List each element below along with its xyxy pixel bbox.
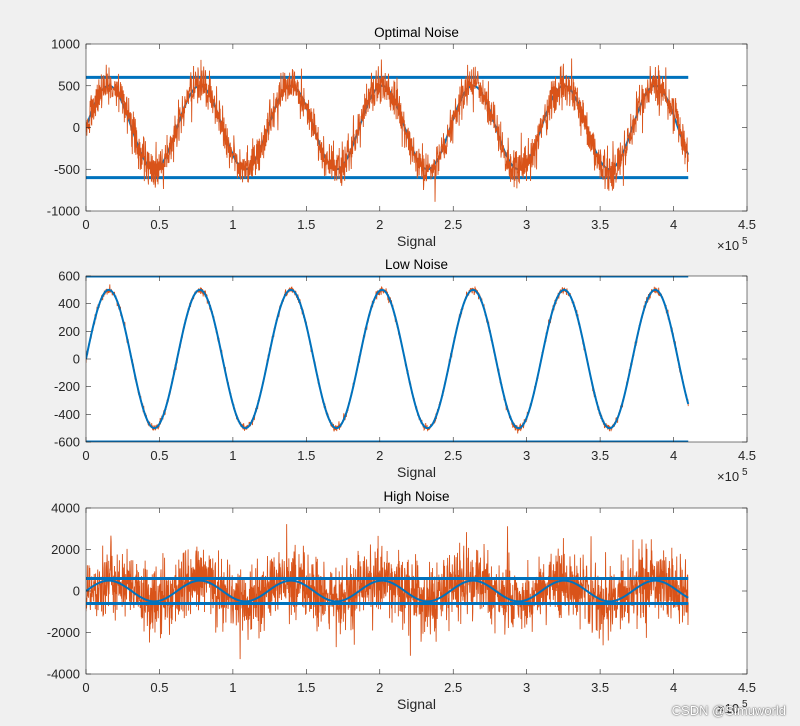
y-tick-label: 0 (73, 352, 80, 367)
x-tick-label: 1.5 (297, 448, 315, 463)
y-tick-label: 1000 (51, 37, 80, 52)
x-tick-label: 0 (82, 680, 89, 695)
x-tick-label: 4.5 (738, 448, 756, 463)
y-tick-label: 0 (73, 584, 80, 599)
y-tick-label: -200 (54, 379, 80, 394)
x-tick-label: 2 (376, 217, 383, 232)
x-exponent-power: 5 (742, 699, 748, 710)
axes-2: 0 0.5 1 1.5 2 2.5 3 3.5 4 4.5 -600 -400 -200 0 200 400 6… (54, 257, 756, 484)
plot-area (86, 276, 747, 442)
x-tick-label: 2 (376, 448, 383, 463)
series-signal (86, 288, 690, 430)
watermark-text: CSDN @Simuworld (671, 703, 786, 718)
x-tick-label: 3 (523, 217, 530, 232)
x-tick-label: 1 (229, 680, 236, 695)
x-exponent-base: ×10 (717, 701, 739, 716)
x-tick-label: 0 (82, 448, 89, 463)
chart-title: High Noise (383, 489, 449, 504)
x-tick-label: 1.5 (297, 680, 315, 695)
y-tick-label: 200 (58, 324, 80, 339)
plot-lines (86, 58, 690, 202)
chart-title: Optimal Noise (374, 25, 459, 40)
x-tick-label: 4 (670, 680, 677, 695)
y-tick-label: 2000 (51, 542, 80, 557)
x-tick-label: 1.5 (297, 217, 315, 232)
plot-lines (86, 524, 689, 660)
x-exponent-power: 5 (742, 236, 748, 247)
chart-title: Low Noise (385, 257, 448, 272)
y-tick-label: -500 (54, 162, 80, 177)
x-axis-label: Signal (397, 464, 436, 480)
y-tick-label: -2000 (47, 625, 80, 640)
x-tick-label: 0.5 (150, 217, 168, 232)
x-tick-label: 2 (376, 680, 383, 695)
x-tick-label: 3 (523, 448, 530, 463)
plot-area (86, 44, 747, 211)
plot-lines (86, 276, 690, 442)
y-tick-label: -4000 (47, 667, 80, 682)
axes-3: 0 0.5 1 1.5 2 2.5 3 3.5 4 4.5 -4000 -2000 0 2000 4000 H… (47, 489, 756, 716)
x-tick-label: 4 (670, 217, 677, 232)
x-exponent-base: ×10 (717, 238, 739, 253)
x-tick-label: 3.5 (591, 680, 609, 695)
series-noisy-signal (86, 524, 689, 660)
x-axis-label: Signal (397, 696, 436, 712)
x-tick-label: 0 (82, 217, 89, 232)
x-tick-label: 4.5 (738, 680, 756, 695)
y-tick-label: -400 (54, 407, 80, 422)
y-tick-label: 400 (58, 296, 80, 311)
x-tick-label: 4 (670, 448, 677, 463)
x-tick-label: 2.5 (444, 680, 462, 695)
x-tick-label: 1 (229, 448, 236, 463)
x-tick-label: 3.5 (591, 448, 609, 463)
x-tick-label: 3.5 (591, 217, 609, 232)
x-axis-label: Signal (397, 233, 436, 249)
x-tick-label: 2.5 (444, 448, 462, 463)
x-tick-label: 0.5 (150, 680, 168, 695)
x-exponent-power: 5 (742, 467, 748, 478)
series-noisy-signal (86, 58, 689, 202)
x-tick-label: 2.5 (444, 217, 462, 232)
x-exponent-base: ×10 (717, 469, 739, 484)
series-signal (86, 579, 689, 603)
y-tick-label: 0 (73, 120, 80, 135)
y-tick-label: 4000 (51, 501, 80, 516)
y-tick-label: 500 (58, 78, 80, 93)
x-tick-label: 0.5 (150, 448, 168, 463)
y-tick-label: 600 (58, 269, 80, 284)
x-tick-label: 1 (229, 217, 236, 232)
y-tick-label: -600 (54, 435, 80, 450)
x-tick-label: 4.5 (738, 217, 756, 232)
y-tick-label: -1000 (47, 204, 80, 219)
x-tick-label: 3 (523, 680, 530, 695)
axes-1: 0 0.5 1 1.5 2 2.5 3 3.5 4 4.5 -1000 -500 0 500 1000 Opt… (47, 25, 756, 253)
